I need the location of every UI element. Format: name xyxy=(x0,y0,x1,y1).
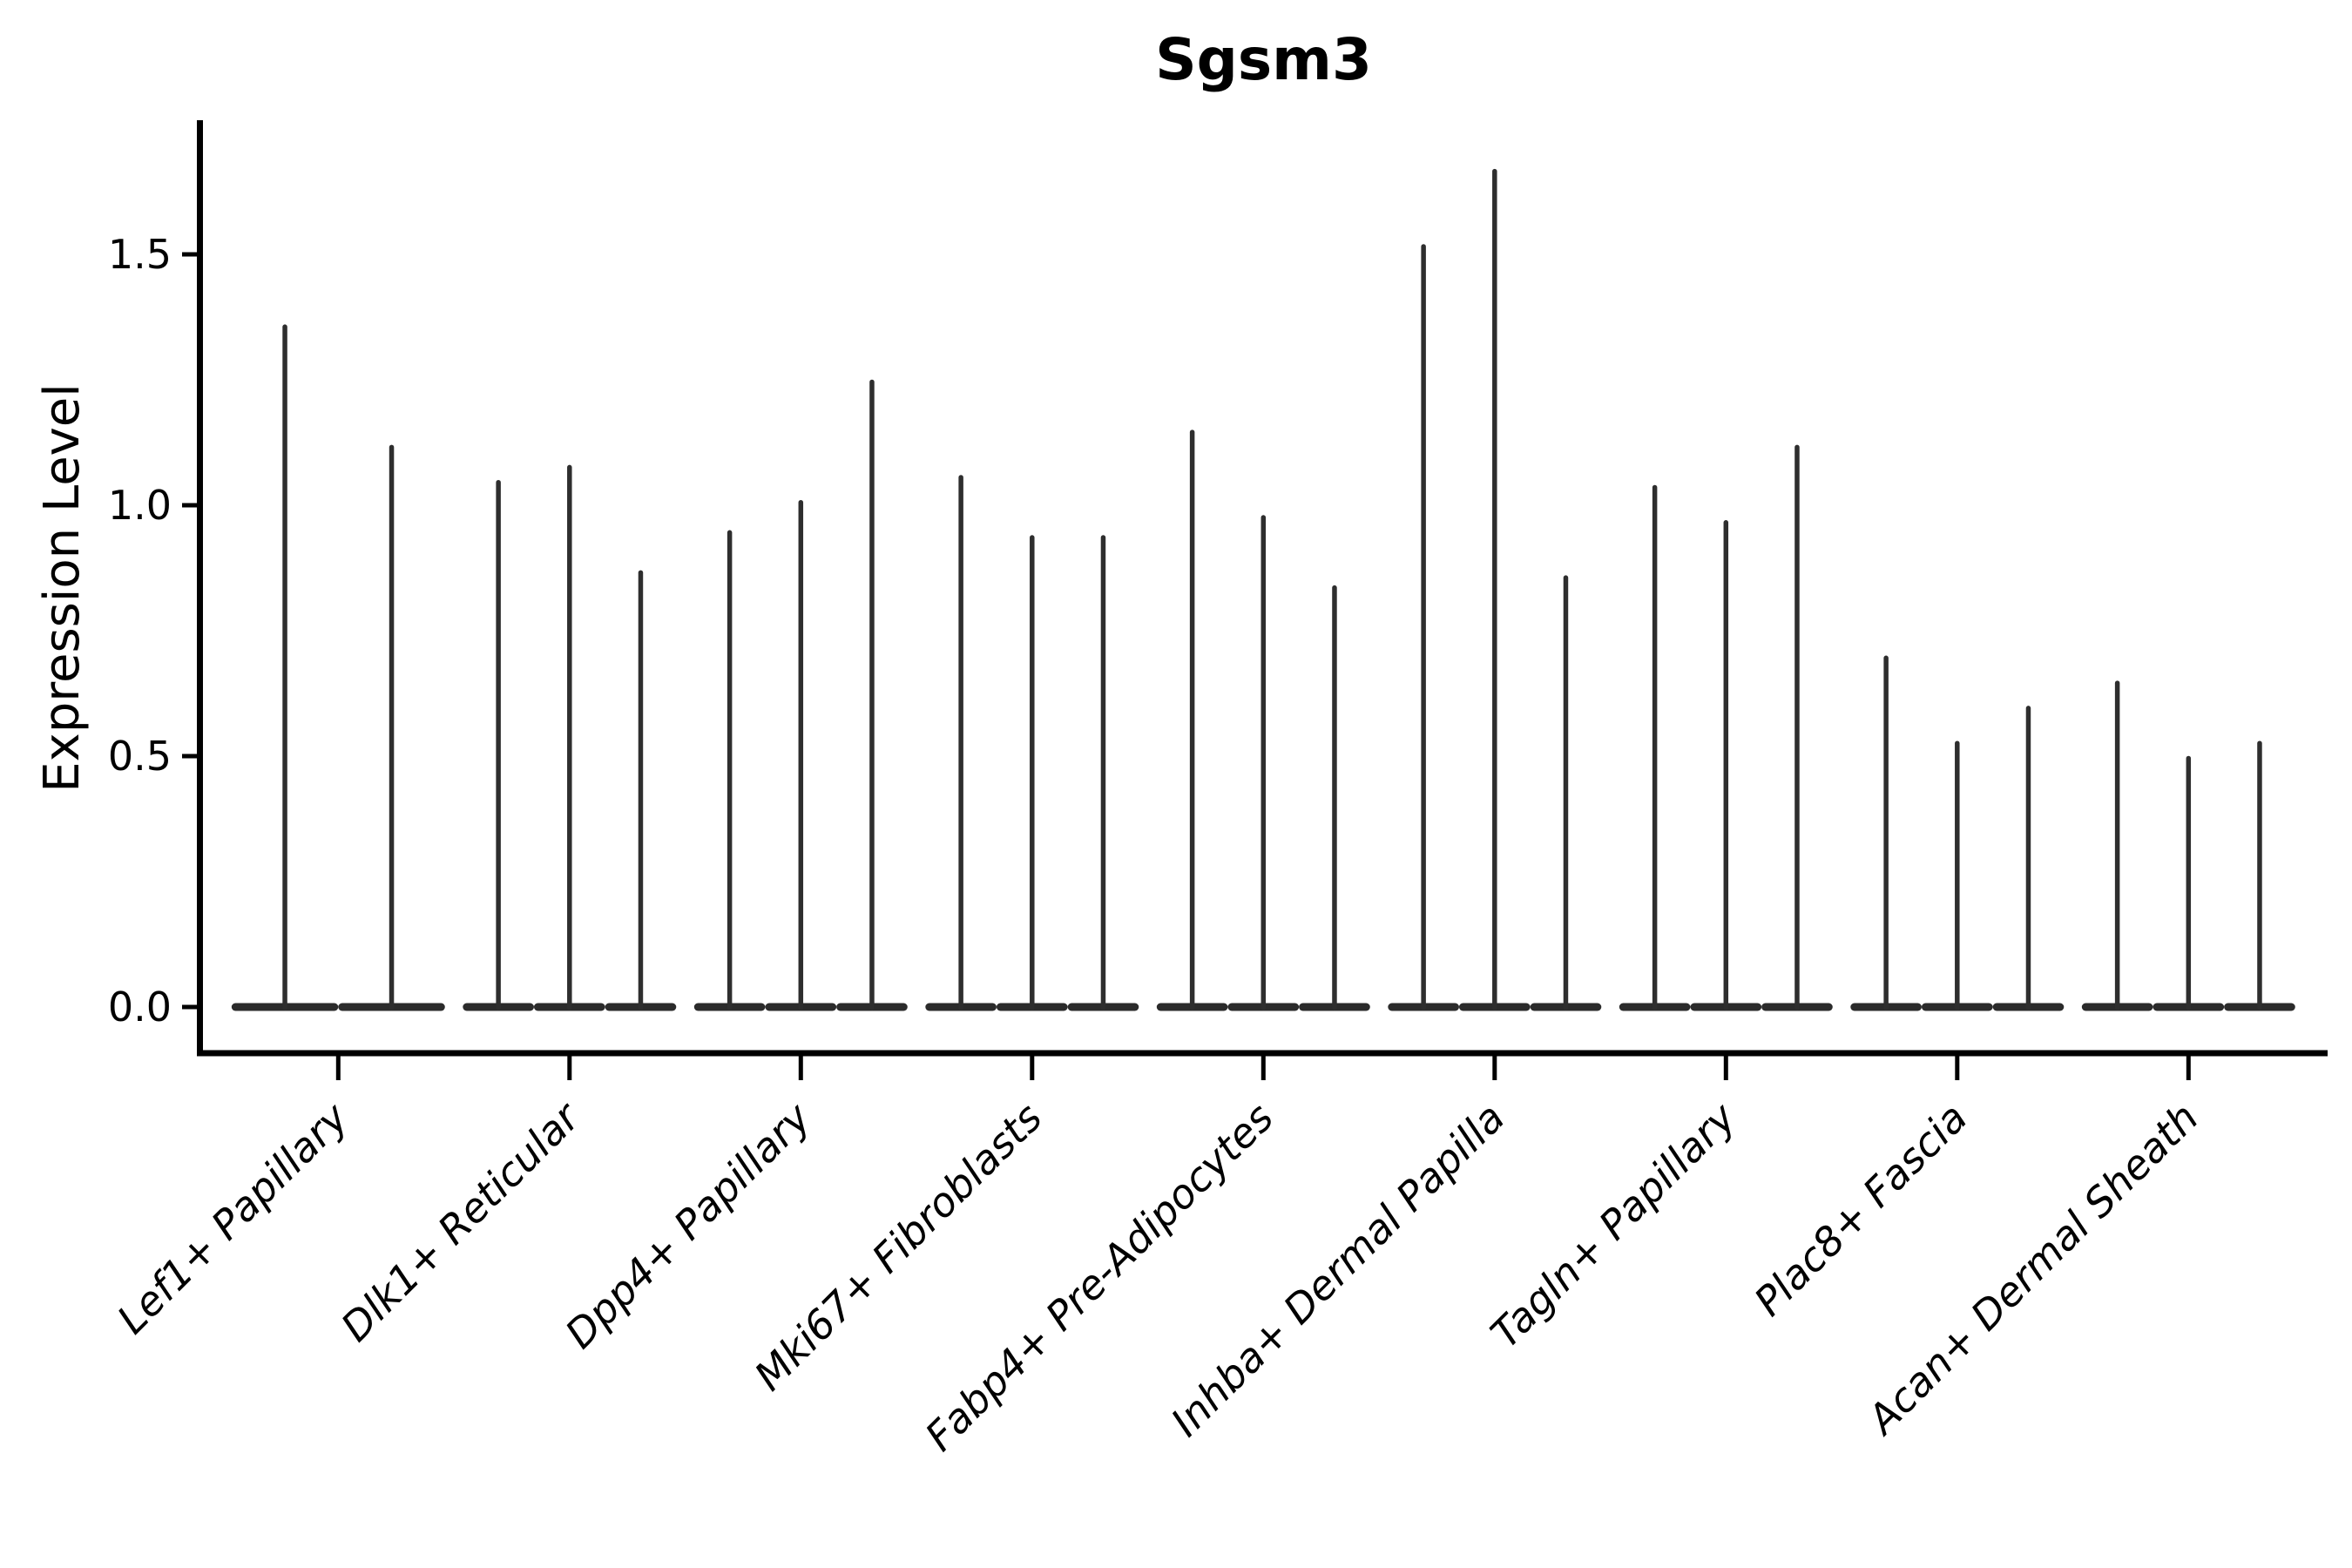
y-tick-label: 0.0 xyxy=(108,983,172,1031)
chart-title: Sgsm3 xyxy=(1155,26,1372,93)
x-tick-label: Dpp4+ Papillary xyxy=(556,1093,820,1357)
y-tick-label: 1.0 xyxy=(108,482,172,529)
y-tick-label: 1.5 xyxy=(108,231,172,278)
x-tick-label: Tagln+ Papillary xyxy=(1482,1093,1746,1357)
x-tick-label: Plac8+ Fascia xyxy=(1745,1094,1976,1325)
x-tick-label: Lef1+ Papillary xyxy=(108,1093,357,1342)
x-tick-label: Dlk1+ Reticular xyxy=(332,1092,591,1350)
y-tick-label: 0.5 xyxy=(108,733,172,780)
